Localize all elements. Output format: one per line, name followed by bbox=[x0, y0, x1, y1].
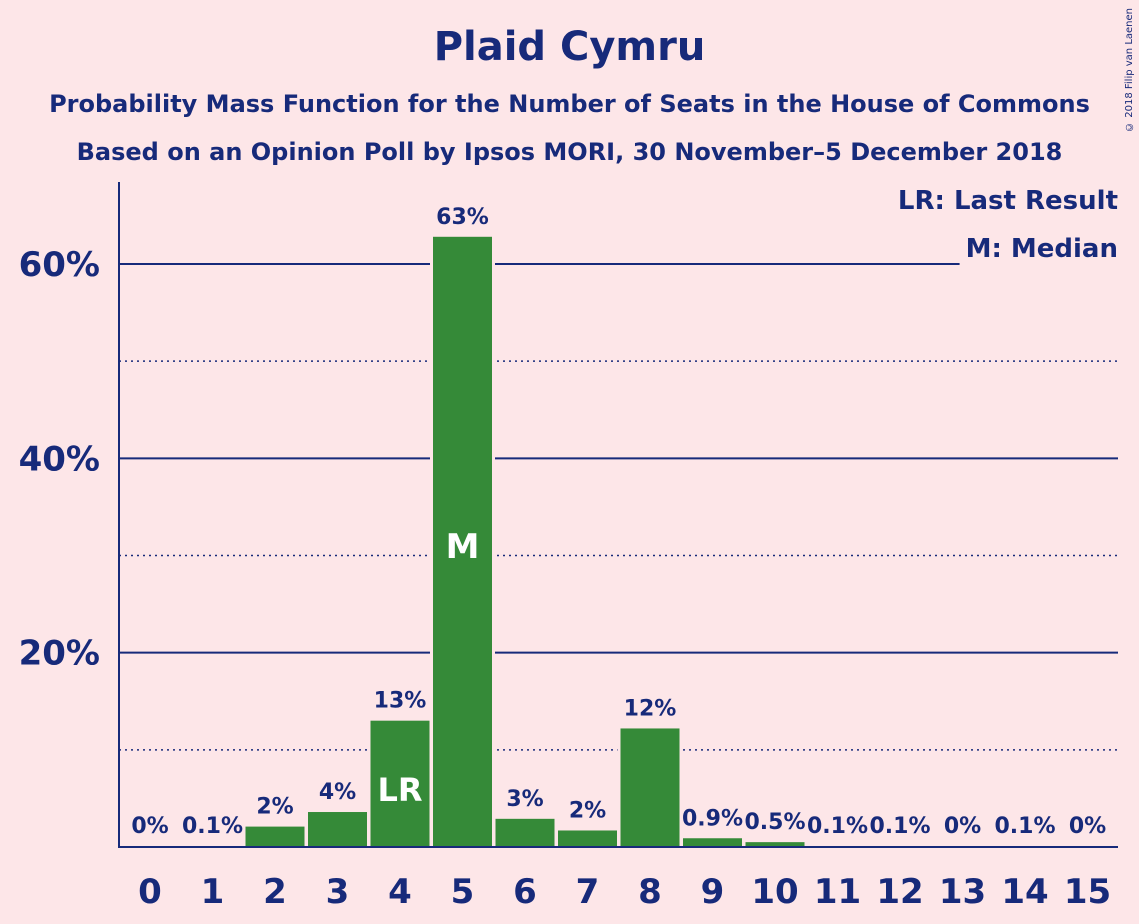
x-tick-label: 15 bbox=[1064, 872, 1111, 912]
x-tick-label: 2 bbox=[263, 872, 287, 912]
data-label: 0.1% bbox=[807, 814, 868, 839]
data-label: 0% bbox=[1069, 814, 1106, 839]
bar bbox=[558, 830, 617, 847]
median-marker: M bbox=[446, 527, 480, 567]
bar bbox=[683, 838, 742, 847]
data-label: 4% bbox=[319, 780, 356, 805]
bar bbox=[495, 818, 555, 847]
y-tick-label: 40% bbox=[19, 439, 100, 479]
data-label: 2% bbox=[256, 795, 293, 820]
bar bbox=[433, 236, 492, 847]
data-label: 0.5% bbox=[744, 810, 805, 835]
x-tick-label: 0 bbox=[138, 872, 162, 912]
x-tick-label: 10 bbox=[751, 872, 798, 912]
data-label: 0% bbox=[944, 814, 981, 839]
bar bbox=[370, 720, 430, 847]
data-label: 0.1% bbox=[994, 814, 1055, 839]
x-tick-label: 8 bbox=[638, 872, 662, 912]
bar bbox=[308, 812, 367, 847]
data-label: 0.9% bbox=[682, 806, 743, 831]
chart-title: Plaid Cymru bbox=[433, 24, 706, 70]
legend-backdrop bbox=[891, 184, 1120, 218]
x-tick-label: 14 bbox=[1001, 872, 1048, 912]
x-tick-label: 9 bbox=[701, 872, 725, 912]
legend-backdrop bbox=[959, 232, 1120, 266]
x-tick-label: 7 bbox=[576, 872, 600, 912]
bar bbox=[745, 842, 805, 847]
chart-source: Based on an Opinion Poll by Ipsos MORI, … bbox=[76, 138, 1063, 166]
legend-median: M: Median bbox=[966, 234, 1118, 264]
x-tick-label: 12 bbox=[876, 872, 923, 912]
data-label: 2% bbox=[569, 798, 606, 823]
x-tick-label: 6 bbox=[513, 872, 537, 912]
x-tick-label: 13 bbox=[939, 872, 986, 912]
legend-last-result: LR: Last Result bbox=[898, 186, 1118, 216]
data-label: 0.1% bbox=[869, 814, 930, 839]
x-tick-label: 4 bbox=[388, 872, 412, 912]
data-label: 0% bbox=[131, 814, 168, 839]
x-tick-label: 3 bbox=[326, 872, 350, 912]
y-tick-label: 20% bbox=[19, 634, 100, 674]
chart-subtitle: Probability Mass Function for the Number… bbox=[49, 90, 1090, 118]
data-label: 0.1% bbox=[182, 814, 243, 839]
data-label: 63% bbox=[436, 205, 489, 230]
last-result-marker: LR bbox=[377, 771, 422, 809]
x-tick-label: 5 bbox=[451, 872, 475, 912]
data-label: 13% bbox=[374, 689, 427, 714]
x-tick-label: 11 bbox=[814, 872, 861, 912]
data-label: 12% bbox=[624, 696, 677, 721]
x-tick-label: 1 bbox=[201, 872, 225, 912]
bar bbox=[245, 826, 305, 847]
y-tick-label: 60% bbox=[19, 245, 100, 285]
bar bbox=[620, 728, 680, 847]
data-label: 3% bbox=[506, 787, 543, 812]
